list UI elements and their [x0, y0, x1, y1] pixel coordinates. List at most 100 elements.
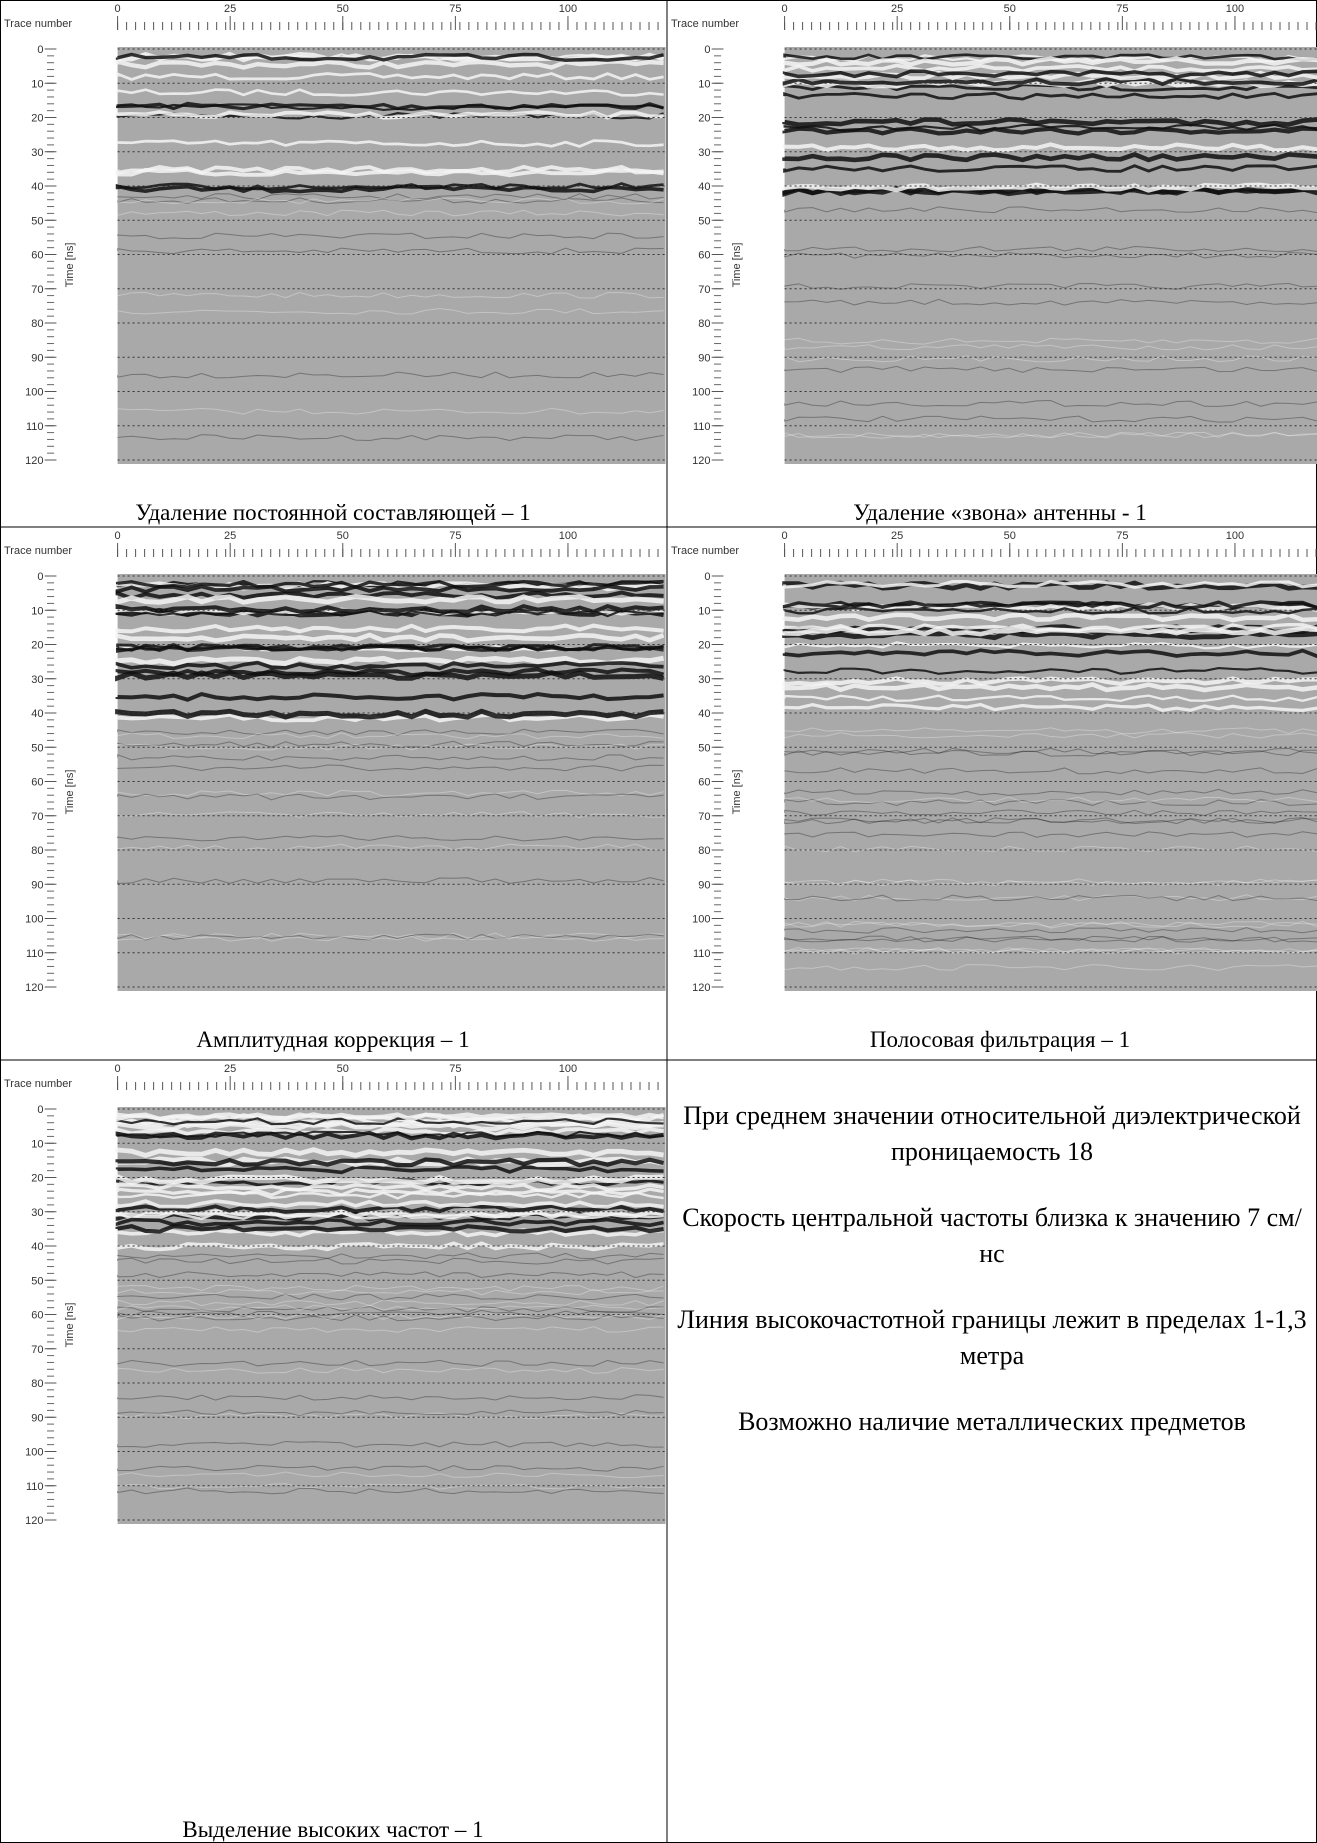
radargram-texture: [115, 584, 664, 595]
radargram-texture: [116, 609, 664, 618]
x-axis-label: Trace number: [4, 545, 72, 557]
radargram-texture: [784, 282, 1317, 290]
radargram-texture: [116, 1211, 664, 1221]
y-tick-label: 0: [704, 571, 710, 583]
radargram-texture: [117, 1471, 664, 1479]
radargram-texture: [117, 740, 664, 748]
y-tick-label: 20: [698, 113, 710, 125]
radargram-texture: [117, 193, 664, 201]
y-tick-label: 80: [31, 318, 43, 330]
x-tick-label: 0: [115, 530, 121, 542]
radargram-panel: Trace number 0 25 50 75 100 0 10 20 30 40 50 60 70 80 9…: [671, 530, 1317, 1052]
radargram-texture: [783, 91, 1317, 101]
radargram-texture: [782, 648, 1317, 658]
radargram-texture: [782, 625, 1317, 637]
radargram-texture: [117, 1412, 664, 1420]
radargram-texture: [115, 1182, 664, 1193]
caption: Амплитудная коррекция – 1: [196, 1027, 469, 1052]
radargram-texture: [117, 1288, 664, 1296]
radargram-texture: [115, 1209, 664, 1220]
y-tick-label: 10: [31, 78, 43, 90]
y-tick-label: 30: [31, 1207, 43, 1219]
radargram-texture: [784, 206, 1317, 214]
y-tick-label: 0: [37, 1104, 43, 1116]
y-tick-label: 50: [31, 1275, 43, 1287]
y-tick-label: 110: [693, 421, 711, 433]
x-tick-label: 25: [224, 530, 236, 542]
y-tick-label: 110: [693, 948, 711, 960]
y-tick-label: 30: [31, 147, 43, 159]
y-tick-label: 40: [698, 708, 710, 720]
y-tick-label: 60: [698, 777, 710, 789]
y-tick-label: 100: [25, 914, 43, 926]
y-tick-label: 10: [698, 78, 710, 90]
radargram-texture: [782, 152, 1317, 163]
x-tick-label: 50: [1004, 3, 1016, 15]
radargram-texture: [117, 1359, 664, 1367]
y-tick-label: 20: [31, 1173, 43, 1185]
y-tick-label: 50: [698, 215, 710, 227]
radargram-texture: [783, 694, 1317, 703]
radargram-texture: [117, 764, 664, 772]
radargram-panel: Trace number 0 25 50 75 100 0 10 20 30 40 50 60 70 80 9…: [671, 3, 1317, 525]
radargram-texture: [115, 1217, 664, 1228]
y-tick-label: 110: [26, 421, 44, 433]
radargram-texture: [117, 1252, 664, 1260]
radargram-texture: [115, 1241, 664, 1252]
radargram-texture: [115, 1173, 664, 1185]
radargram-texture: [782, 126, 1317, 136]
x-axis-label: Trace number: [4, 18, 72, 30]
radargram-texture: [115, 1127, 664, 1137]
y-tick-label: 60: [31, 250, 43, 262]
x-tick-label: 25: [891, 530, 903, 542]
y-tick-label: 100: [692, 387, 710, 399]
x-tick-label: 0: [115, 1063, 121, 1075]
radargram-texture: [117, 1304, 664, 1311]
radargram-texture: [783, 123, 1317, 132]
radargram-texture: [115, 1199, 664, 1209]
radargram-texture: [115, 1112, 664, 1122]
caption: Удаление постоянной составляющей – 1: [135, 500, 530, 525]
radargram-texture: [117, 843, 664, 851]
y-tick-label: 70: [698, 811, 710, 823]
notes: При среднем значении относительной диэле…: [670, 1098, 1314, 1470]
y-tick-label: 20: [698, 640, 710, 652]
radargram-texture: [115, 164, 664, 175]
radargram-texture: [117, 1299, 664, 1307]
y-tick-label: 20: [31, 640, 43, 652]
radargram-texture: [117, 732, 664, 740]
x-tick-label: 25: [891, 3, 903, 15]
y-tick-label: 30: [31, 674, 43, 686]
x-tick-label: 0: [115, 3, 121, 15]
y-tick-label: 110: [26, 1481, 44, 1493]
radargram-texture: [116, 182, 664, 191]
radargram-texture: [117, 407, 664, 415]
x-tick-label: 75: [449, 1063, 461, 1075]
radargram-texture: [784, 246, 1317, 253]
radargram-texture: [115, 623, 664, 634]
radargram-texture: [117, 1284, 664, 1292]
x-tick-label: 75: [1116, 530, 1128, 542]
radargram-texture: [117, 1366, 664, 1374]
radargram-texture: [782, 116, 1317, 128]
y-tick-label: 60: [31, 777, 43, 789]
radargram-image: [784, 574, 1317, 991]
caption: Удаление «звона» антенны - 1: [853, 500, 1147, 525]
radargram-texture: [784, 845, 1317, 853]
radargram-texture: [784, 894, 1317, 902]
y-axis-label: Time [ns]: [64, 770, 76, 815]
radargram-texture: [784, 798, 1317, 806]
radargram-texture: [117, 291, 664, 299]
radargram-texture: [116, 1191, 664, 1200]
radargram-texture: [784, 431, 1317, 439]
y-tick-label: 0: [704, 44, 710, 56]
y-tick-label: 40: [31, 1241, 43, 1253]
x-tick-label: 100: [559, 530, 577, 542]
radargram-texture: [117, 1409, 664, 1416]
note: Линия высокочастотной границы лежит в пр…: [677, 1305, 1307, 1370]
radargram-texture: [117, 728, 664, 736]
y-tick-label: 80: [31, 845, 43, 857]
radargram-panel: Trace number 0 25 50 75 100 0 10 20 30 40 50 60 70 80 9…: [4, 3, 666, 525]
radargram-texture: [115, 632, 665, 644]
note: При среднем значении относительной диэле…: [683, 1101, 1301, 1166]
